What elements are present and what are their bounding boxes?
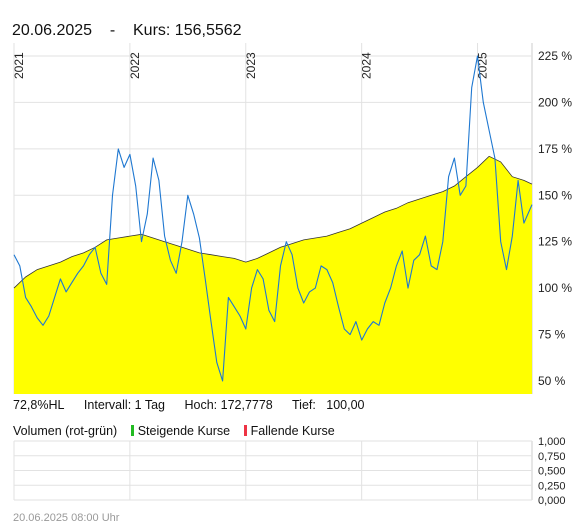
- header-kurs-label: Kurs:: [133, 22, 171, 39]
- y-tick-label: 150 %: [538, 188, 572, 202]
- volume-label: Volumen (rot-grün): [13, 424, 118, 438]
- stat-hl: 72,8%HL: [13, 398, 65, 412]
- x-tick-label: 2023: [244, 52, 258, 79]
- x-tick-label: 2021: [12, 52, 26, 79]
- y-tick-label: 100 %: [538, 281, 572, 295]
- stats-row: 72,8%HL Intervall: 1 Tag Hoch: 172,7778 …: [13, 398, 381, 412]
- footer-timestamp: 20.06.2025 08:00 Uhr: [13, 512, 120, 524]
- volume-legend: Volumen (rot-grün) Steigende Kurse Falle…: [13, 424, 335, 438]
- volume-tick-label: 1,000: [538, 436, 566, 448]
- stat-hoch: Hoch: 172,7778: [184, 398, 273, 412]
- chart-header: 20.06.2025 - Kurs: 156,5562: [12, 22, 242, 40]
- volume-tick-label: 0,250: [538, 480, 566, 492]
- area-series-fill: [14, 156, 532, 394]
- y-tick-label: 225 %: [538, 49, 572, 63]
- header-date: 20.06.2025: [12, 22, 93, 39]
- area-series-line: [13, 155, 533, 289]
- rising-swatch: [130, 425, 134, 436]
- y-tick-label: 125 %: [538, 235, 572, 249]
- header-separator: -: [109, 22, 116, 39]
- volume-tick-label: 0,500: [538, 466, 566, 478]
- line-series: [13, 55, 533, 382]
- y-tick-label: 200 %: [538, 95, 572, 109]
- x-tick-label: 2022: [128, 52, 142, 79]
- y-tick-label: 175 %: [538, 142, 572, 156]
- y-tick-label: 75 %: [538, 328, 566, 342]
- stat-tief: Tief: 100,00: [292, 398, 365, 412]
- x-tick-label: 2024: [360, 52, 374, 79]
- volume-tick-label: 0,000: [538, 495, 566, 507]
- stat-interval: Intervall: 1 Tag: [83, 398, 165, 412]
- volume-tick-label: 0,750: [538, 451, 566, 463]
- y-tick-label: 50 %: [538, 374, 566, 388]
- falling-label: Fallende Kurse: [250, 424, 335, 438]
- rising-label: Steigende Kurse: [137, 424, 231, 438]
- falling-swatch: [243, 425, 247, 436]
- header-kurs-value: 156,5562: [174, 22, 242, 39]
